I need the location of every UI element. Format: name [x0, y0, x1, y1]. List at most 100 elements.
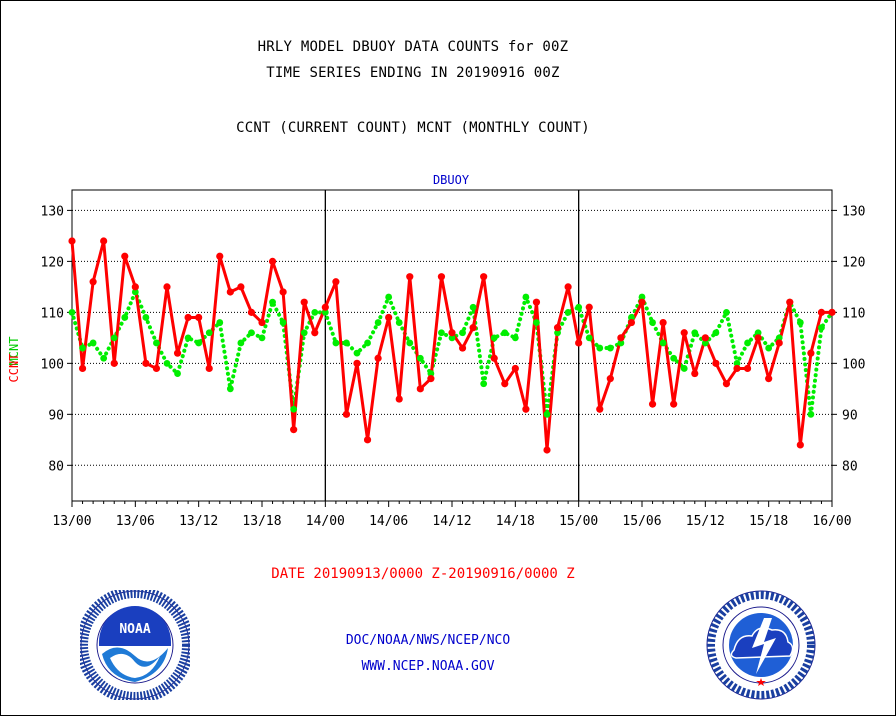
ytick-label-left: 120 — [41, 255, 64, 270]
data-point-mcnt — [395, 319, 403, 326]
data-point-ccnt — [469, 324, 477, 332]
data-point-ccnt — [786, 298, 794, 306]
xtick-label: 15/00 — [559, 514, 598, 529]
data-point-mcnt — [195, 339, 203, 347]
data-point-ccnt — [796, 441, 804, 449]
data-point-mcnt — [807, 410, 815, 418]
data-point-ccnt — [131, 283, 139, 291]
data-point-ccnt — [226, 288, 234, 296]
data-point-ccnt — [363, 436, 372, 444]
data-point-ccnt — [173, 349, 182, 357]
data-point-mcnt — [68, 308, 76, 316]
data-point-ccnt — [195, 313, 203, 322]
data-point-ccnt — [110, 359, 118, 367]
chart-title-line1: HRLY MODEL DBUOY DATA COUNTS for 00Z — [257, 39, 569, 55]
data-point-mcnt — [110, 334, 118, 342]
data-point-ccnt — [353, 359, 361, 367]
ytick-label-left: 90 — [48, 408, 64, 423]
data-point-ccnt — [448, 329, 456, 337]
data-point-mcnt — [543, 410, 551, 418]
data-point-mcnt — [744, 339, 751, 347]
data-point-ccnt — [575, 339, 583, 347]
data-point-ccnt — [78, 364, 87, 373]
data-point-ccnt — [680, 329, 688, 337]
data-point-mcnt — [585, 334, 593, 342]
data-point-ccnt — [585, 303, 593, 311]
data-point-mcnt — [226, 385, 234, 393]
xtick-label: 15/18 — [749, 514, 788, 529]
data-point-mcnt — [438, 329, 445, 337]
data-point-ccnt — [501, 380, 509, 388]
data-point-ccnt — [743, 364, 752, 373]
data-point-mcnt — [184, 334, 192, 342]
data-point-mcnt — [237, 339, 245, 347]
data-point-ccnt — [617, 334, 625, 342]
data-point-ccnt — [216, 252, 224, 260]
data-point-ccnt — [817, 308, 826, 316]
data-point-mcnt — [89, 339, 97, 347]
xtick-label: 14/12 — [432, 514, 471, 529]
noaa-logo-icon: NOAA — [80, 590, 190, 700]
data-point-ccnt — [606, 375, 614, 383]
ylabel-ccnt: CCNT — [7, 354, 21, 383]
data-point-mcnt — [469, 303, 477, 311]
data-point-ccnt — [807, 349, 815, 357]
data-point-ccnt — [395, 395, 403, 403]
data-point-mcnt — [406, 339, 414, 347]
data-point-ccnt — [437, 273, 446, 281]
data-point-ccnt — [385, 313, 393, 322]
data-point-mcnt — [511, 334, 519, 342]
data-point-ccnt — [258, 318, 266, 327]
data-point-mcnt — [121, 314, 129, 321]
data-point-ccnt — [332, 278, 340, 286]
data-point-mcnt — [153, 339, 160, 347]
data-point-ccnt — [564, 283, 572, 291]
ylabel-mcnt: MCNT — [7, 337, 21, 366]
data-point-ccnt — [543, 446, 551, 454]
data-point-mcnt — [701, 339, 709, 347]
data-point-ccnt — [511, 364, 519, 373]
data-point-mcnt — [522, 293, 530, 301]
data-point-mcnt — [279, 319, 287, 326]
data-point-mcnt — [216, 319, 224, 326]
xtick-label: 15/06 — [622, 514, 661, 529]
data-point-ccnt — [648, 400, 657, 408]
data-point-ccnt — [89, 278, 97, 286]
data-point-mcnt — [596, 344, 604, 352]
data-point-mcnt — [501, 329, 509, 337]
data-point-mcnt — [311, 308, 319, 316]
data-point-ccnt — [765, 375, 773, 383]
url-link[interactable]: WWW.NCEP.NOAA.GOV — [361, 659, 495, 674]
data-point-mcnt — [818, 324, 825, 332]
data-point-ccnt — [268, 257, 277, 265]
data-point-mcnt — [649, 319, 656, 326]
data-point-mcnt — [174, 370, 181, 377]
ytick-label-left: 80 — [48, 459, 64, 474]
data-point-mcnt — [248, 329, 255, 337]
ytick-label-left: 130 — [41, 204, 64, 219]
data-point-mcnt — [353, 349, 361, 357]
data-point-mcnt — [290, 405, 298, 413]
data-point-ccnt — [205, 364, 213, 373]
data-point-ccnt — [596, 405, 604, 413]
data-point-mcnt — [628, 314, 635, 321]
data-point-mcnt — [343, 339, 350, 347]
line-chart: DBUOY 80 80 90 90 100 100 110 110 120 120 130 130 13… — [7, 173, 865, 529]
data-point-mcnt — [564, 308, 572, 316]
xtick-label: 14/18 — [496, 514, 535, 529]
data-point-mcnt — [691, 329, 699, 337]
data-point-ccnt — [828, 308, 836, 316]
data-point-mcnt — [659, 339, 667, 347]
data-point-ccnt — [754, 334, 762, 342]
data-point-mcnt — [269, 298, 276, 306]
xtick-label: 14/06 — [369, 514, 408, 529]
data-point-mcnt — [754, 329, 762, 337]
data-point-ccnt — [68, 237, 76, 245]
data-point-ccnt — [670, 400, 678, 408]
data-point-mcnt — [796, 319, 804, 326]
data-point-mcnt — [606, 344, 614, 352]
xtick-label: 13/12 — [179, 514, 218, 529]
data-point-ccnt — [701, 334, 709, 342]
data-point-ccnt — [691, 369, 699, 378]
data-point-ccnt — [279, 288, 287, 296]
